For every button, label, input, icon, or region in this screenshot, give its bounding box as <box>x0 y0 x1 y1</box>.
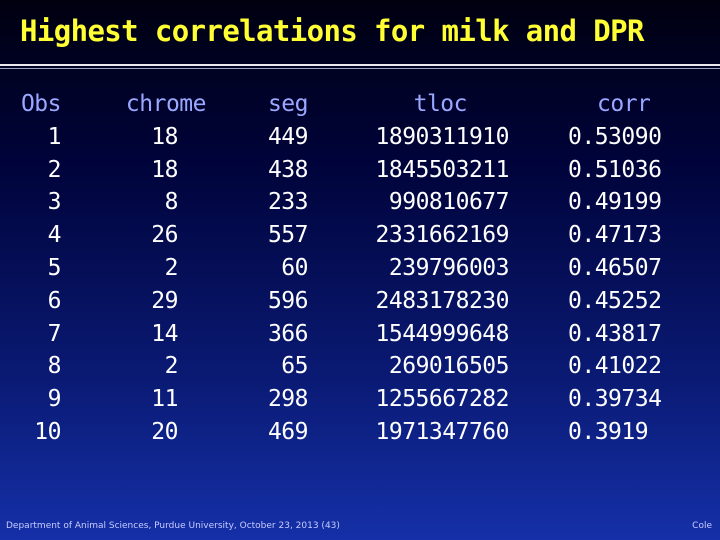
cell-chrome: 11 <box>151 386 178 413</box>
cell-obs: 5 <box>47 254 62 281</box>
cell-seg: 60 <box>281 254 308 281</box>
cell-tloc: 1255667282 <box>375 386 510 413</box>
header-chrome: chrome <box>125 91 207 117</box>
cell-seg: 469 <box>267 418 309 445</box>
cell-chrome: 2 <box>164 353 179 380</box>
table-row: 3 8 233 990810677 0.49199 <box>0 186 720 219</box>
cell-obs: 1 <box>47 123 62 150</box>
cell-chrome: 18 <box>151 123 178 150</box>
header-seg: seg <box>267 91 309 117</box>
cell-corr: 0.49199 <box>568 189 662 216</box>
cell-chrome: 20 <box>151 418 178 445</box>
cell-seg: 449 <box>267 123 309 150</box>
cell-corr: 0.43817 <box>568 320 662 347</box>
cell-seg: 596 <box>267 287 309 314</box>
cell-seg: 233 <box>267 189 309 216</box>
cell-chrome: 8 <box>164 189 179 216</box>
cell-corr: 0.3919 <box>568 418 649 445</box>
cell-seg: 298 <box>267 386 309 413</box>
cell-tloc: 1890311910 <box>375 123 510 150</box>
cell-obs: 10 <box>34 418 61 445</box>
table-row: 1 18 449 1890311910 0.53090 <box>0 121 720 154</box>
cell-seg: 438 <box>267 156 309 183</box>
table-row: 4 26 557 2331662169 0.47173 <box>0 219 720 252</box>
cell-obs: 8 <box>47 353 62 380</box>
cell-corr: 0.51036 <box>568 156 662 183</box>
cell-obs: 2 <box>47 156 62 183</box>
cell-tloc: 1845503211 <box>375 156 510 183</box>
header-corr: corr <box>597 91 651 117</box>
cell-corr: 0.47173 <box>568 222 662 249</box>
cell-obs: 7 <box>47 320 62 347</box>
cell-obs: 4 <box>47 222 62 249</box>
cell-tloc: 2483178230 <box>375 287 510 314</box>
cell-tloc: 1544999648 <box>375 320 510 347</box>
table-row: 6 29 596 2483178230 0.45252 <box>0 285 720 318</box>
cell-corr: 0.41022 <box>568 353 662 380</box>
cell-chrome: 14 <box>151 320 178 347</box>
header-tloc: tloc <box>413 91 468 117</box>
cell-corr: 0.39734 <box>568 386 662 413</box>
cell-obs: 9 <box>47 386 62 413</box>
cell-seg: 557 <box>267 222 309 249</box>
footer-author: Cole <box>692 521 712 531</box>
cell-chrome: 18 <box>151 156 178 183</box>
correlation-table: Obs chrome seg tloc corr 1 18 449 189031… <box>0 88 720 449</box>
cell-chrome: 2 <box>164 254 179 281</box>
slide-title: Highest correlations for milk and DPR <box>20 14 644 48</box>
cell-corr: 0.53090 <box>568 123 662 150</box>
cell-tloc: 990810677 <box>388 189 510 216</box>
cell-corr: 0.46507 <box>568 254 662 281</box>
cell-tloc: 1971347760 <box>375 418 510 445</box>
title-rule-thin <box>0 68 720 69</box>
cell-seg: 65 <box>281 353 308 380</box>
table-row: 8 2 65 269016505 0.41022 <box>0 350 720 383</box>
cell-chrome: 26 <box>151 222 178 249</box>
cell-tloc: 2331662169 <box>375 222 510 249</box>
footer-credit: Department of Animal Sciences, Purdue Un… <box>6 521 340 531</box>
title-rule <box>0 64 720 66</box>
cell-corr: 0.45252 <box>568 287 662 314</box>
cell-tloc: 239796003 <box>388 254 510 281</box>
cell-tloc: 269016505 <box>388 353 510 380</box>
table-row: 5 2 60 239796003 0.46507 <box>0 252 720 285</box>
cell-obs: 6 <box>47 287 62 314</box>
table-row: 2 18 438 1845503211 0.51036 <box>0 154 720 187</box>
table-row: 7 14 366 1544999648 0.43817 <box>0 318 720 351</box>
table-row: 9 11 298 1255667282 0.39734 <box>0 383 720 416</box>
table-header-row: Obs chrome seg tloc corr <box>0 88 720 121</box>
table-row: 10 20 469 1971347760 0.3919 <box>0 416 720 449</box>
header-obs: Obs <box>20 91 62 117</box>
cell-obs: 3 <box>47 189 62 216</box>
cell-seg: 366 <box>267 320 309 347</box>
cell-chrome: 29 <box>151 287 178 314</box>
